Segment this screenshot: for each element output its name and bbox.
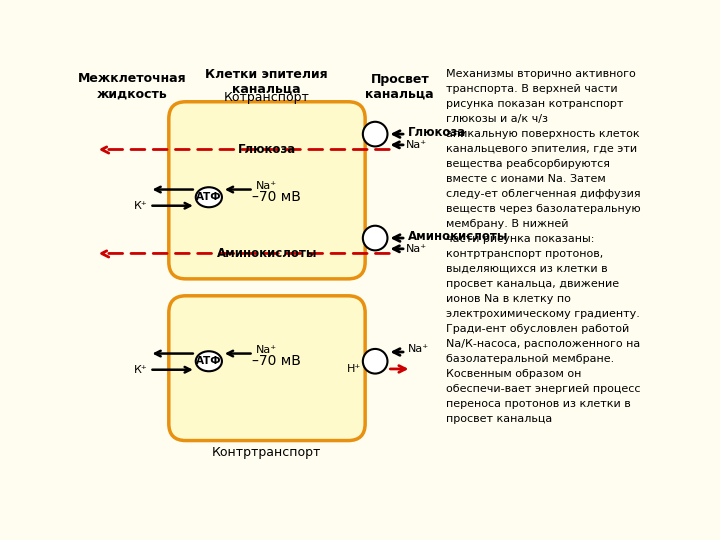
- Ellipse shape: [196, 187, 222, 207]
- Text: вместе с ионами Na. Затем: вместе с ионами Na. Затем: [446, 174, 606, 184]
- Text: Na⁺: Na⁺: [406, 140, 427, 150]
- Text: вещества реабсорбируются: вещества реабсорбируются: [446, 159, 610, 168]
- FancyBboxPatch shape: [168, 102, 365, 279]
- Text: Котранспорт: Котранспорт: [224, 91, 310, 104]
- Text: Контртранспорт: Контртранспорт: [212, 447, 321, 460]
- Text: канальцевого эпителия, где эти: канальцевого эпителия, где эти: [446, 144, 637, 154]
- Circle shape: [363, 226, 387, 251]
- Text: К⁺: К⁺: [134, 201, 148, 211]
- Text: АТФ: АТФ: [196, 356, 222, 366]
- Text: Механизмы вторично активного: Механизмы вторично активного: [446, 69, 636, 79]
- Text: Межклеточная
жидкость: Межклеточная жидкость: [78, 72, 186, 100]
- Text: Глюкоза: Глюкоза: [408, 126, 466, 139]
- Text: Na⁺: Na⁺: [256, 181, 277, 191]
- Text: Глюкоза: Глюкоза: [238, 143, 297, 156]
- Text: части рисунка показаны:: части рисунка показаны:: [446, 234, 595, 244]
- Text: Аминокислоты: Аминокислоты: [408, 230, 508, 243]
- Circle shape: [363, 349, 387, 374]
- Text: К⁺: К⁺: [134, 364, 148, 375]
- Text: апикальную поверхность клеток: апикальную поверхность клеток: [446, 129, 639, 139]
- Text: просвет канальца, движение: просвет канальца, движение: [446, 279, 619, 289]
- Text: Косвенным образом он: Косвенным образом он: [446, 369, 581, 379]
- Text: выделяющихся из клетки в: выделяющихся из клетки в: [446, 264, 608, 274]
- Text: переноса протонов из клетки в: переноса протонов из клетки в: [446, 399, 631, 409]
- Text: просвет канальца: просвет канальца: [446, 414, 552, 424]
- Text: –70 мВ: –70 мВ: [252, 354, 301, 368]
- Text: транспорта. В верхней части: транспорта. В верхней части: [446, 84, 618, 93]
- Text: Na⁺: Na⁺: [408, 344, 428, 354]
- Text: Гради-ент обусловлен работой: Гради-ент обусловлен работой: [446, 324, 629, 334]
- Text: Na/К-насоса, расположенного на: Na/К-насоса, расположенного на: [446, 339, 640, 349]
- Text: Просвет
канальца: Просвет канальца: [366, 72, 434, 100]
- Text: рисунка показан котранспорт: рисунка показан котранспорт: [446, 99, 624, 109]
- Text: Na⁺: Na⁺: [256, 345, 277, 355]
- Text: контртранспорт протонов,: контртранспорт протонов,: [446, 249, 603, 259]
- Text: следу-ет облегченная диффузия: следу-ет облегченная диффузия: [446, 189, 641, 199]
- Text: глюкозы и а/к ч/з: глюкозы и а/к ч/з: [446, 114, 548, 124]
- Text: Na⁺: Na⁺: [406, 244, 427, 254]
- FancyBboxPatch shape: [168, 296, 365, 441]
- Circle shape: [363, 122, 387, 146]
- Text: Аминокислоты: Аминокислоты: [217, 247, 318, 260]
- Text: мембрану. В нижней: мембрану. В нижней: [446, 219, 569, 229]
- Text: –70 мВ: –70 мВ: [252, 190, 301, 204]
- Text: электрохимическому градиенту.: электрохимическому градиенту.: [446, 309, 640, 319]
- Ellipse shape: [196, 351, 222, 372]
- Text: ионов Na в клетку по: ионов Na в клетку по: [446, 294, 571, 304]
- Text: АТФ: АТФ: [196, 192, 222, 202]
- Text: Н⁺: Н⁺: [347, 364, 361, 374]
- Text: Клетки эпителия
канальца: Клетки эпителия канальца: [205, 68, 328, 96]
- Text: обеспечи-вает энергией процесс: обеспечи-вает энергией процесс: [446, 384, 641, 394]
- Text: веществ через базолатеральную: веществ через базолатеральную: [446, 204, 641, 214]
- Text: базолатеральной мембране.: базолатеральной мембране.: [446, 354, 614, 364]
